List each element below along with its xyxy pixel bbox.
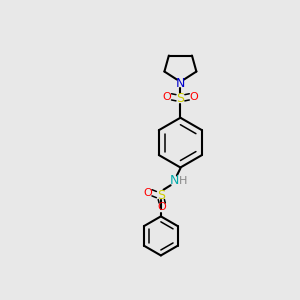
Text: O: O [189,92,198,102]
Text: O: O [143,188,152,198]
Text: H: H [179,176,187,186]
Text: N: N [176,77,185,91]
Text: O: O [163,92,172,102]
Text: N: N [169,174,179,187]
Text: S: S [176,92,184,105]
Text: S: S [157,188,165,202]
Text: O: O [158,202,166,212]
